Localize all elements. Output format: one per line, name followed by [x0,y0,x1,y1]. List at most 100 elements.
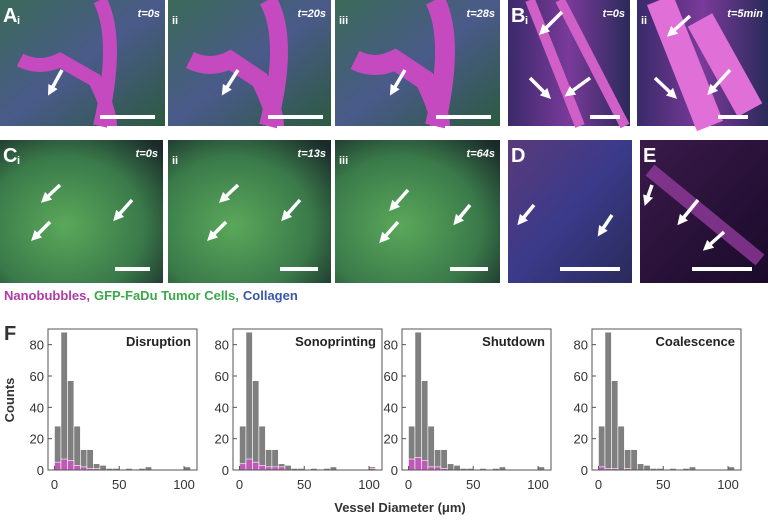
vessel [350,0,455,129]
arrow [113,198,134,222]
legend-entry: Collagen [243,288,298,303]
time-label: t=0s [138,8,160,20]
chart-title: Coalescence [656,334,736,349]
histogram-bar [99,464,107,471]
arrow [597,214,614,237]
vessel [185,0,288,129]
panel-label: F [4,323,16,345]
arrow [218,183,240,203]
vessel [16,0,117,128]
arrow [221,69,240,96]
x-tick-label: 0 [51,477,58,492]
histogram-bar [421,380,429,471]
y-tick-label: 0 [37,463,44,478]
histogram-bar [440,449,448,471]
panel-sublabel: ii [641,15,647,27]
histogram-bar [258,464,266,471]
y-tick-label: 20 [215,432,229,447]
arrow [517,203,536,226]
x-tick-label: 0 [236,477,243,492]
panel-sublabel: i [17,15,20,27]
y-tick-label: 80 [384,338,398,353]
time-label: t=28s [467,8,495,20]
y-tick-label: 20 [574,432,588,447]
x-tick-label: 50 [656,477,670,492]
arrow [539,10,564,35]
y-tick-label: 80 [30,338,44,353]
vessel [646,0,763,132]
histogram-bar [67,460,75,471]
histogram-bar [73,464,81,471]
image [335,140,500,283]
x-tick-label: 50 [112,477,126,492]
arrow [389,69,407,96]
histogram-bar [414,331,422,471]
histogram-bar [617,425,625,471]
y-tick-label: 60 [30,369,44,384]
y-tick-label: 40 [384,400,398,415]
histogram-bar [252,380,260,471]
histogram-bar [245,458,253,471]
x-tick-label: 100 [717,477,739,492]
time-label: t=0s [603,8,625,20]
histogram-bar [414,457,422,471]
x-tick-label: 0 [405,477,412,492]
histogram-bar [239,425,247,471]
axes-box [401,328,552,471]
vessel [645,164,765,266]
vessel [525,0,630,129]
x-tick-label: 100 [173,477,195,492]
time-label: t=13s [298,148,326,160]
y-tick-label: 80 [215,338,229,353]
y-tick-label: 60 [384,369,398,384]
panel-label: C [3,145,17,167]
histogram-bar [258,425,266,471]
legend-entry: GFP-FaDu Tumor Cells, [94,288,239,303]
panel-sublabel: ii [172,155,178,167]
y-tick-label: 40 [30,400,44,415]
histogram-bar [245,331,253,471]
panel-sublabel: ii [172,15,178,27]
axes-box [47,328,198,471]
y-tick-label: 40 [574,400,588,415]
histogram-bar [447,463,455,471]
arrow [453,203,472,226]
arrow [40,183,62,203]
histogram-bar [630,449,638,471]
y-tick-label: 20 [384,432,398,447]
y-tick-label: 0 [391,463,398,478]
time-label: t=0s [136,148,158,160]
arrow [653,76,678,99]
arrow [528,76,551,99]
y-axis-label: Counts [2,378,17,423]
panel-sublabel: iii [339,155,348,167]
histogram-bar [598,425,606,471]
arrow [677,198,700,226]
histogram-bar [637,463,645,471]
histogram-bar [611,380,619,471]
time-label: t=20s [298,8,326,20]
x-axis-label: Vessel Diameter (μm) [334,500,466,515]
arrow [707,68,732,96]
histogram-bar [624,449,632,471]
histogram-bar [86,449,94,471]
panel-sublabel: i [17,155,20,167]
panel-label: E [643,145,656,167]
panel-sublabel: iii [339,15,348,27]
arrow [31,220,52,241]
histogram-bar [252,461,260,471]
arrow [643,184,654,206]
histogram-bar [421,460,429,471]
y-tick-label: 0 [581,463,588,478]
time-label: t=64s [467,148,495,160]
panel-sublabel: i [525,15,528,27]
arrow [702,230,726,251]
histogram-bar [643,464,651,471]
image [168,140,331,283]
arrow [389,188,410,212]
histogram-bar [54,461,62,471]
histogram-bar [239,463,247,471]
panel-label: D [511,145,525,167]
micrographs [0,0,768,283]
